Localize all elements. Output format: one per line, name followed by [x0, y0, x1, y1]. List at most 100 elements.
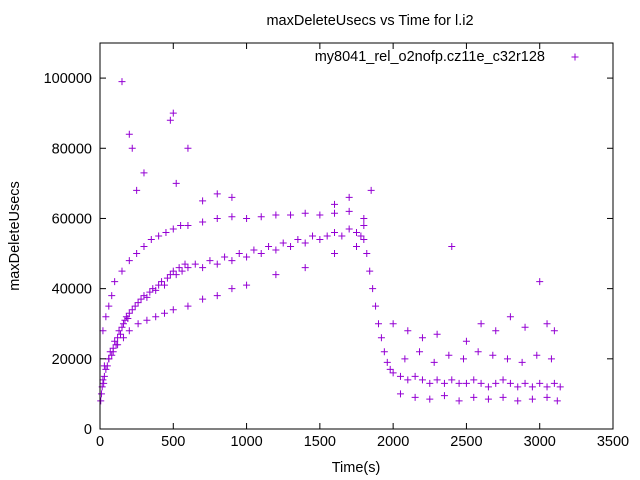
data-point: [108, 292, 116, 300]
data-point: [536, 379, 544, 387]
y-tick-label: 20000: [52, 352, 92, 368]
data-point: [372, 302, 380, 310]
legend-marker-symbol: [571, 53, 579, 61]
x-axis: 0 500 1000 1500 2000 2500 3000 3500: [96, 43, 629, 450]
data-point: [433, 376, 441, 384]
data-point: [550, 379, 558, 387]
data-point: [125, 257, 133, 265]
data-point: [455, 397, 463, 405]
data-point: [430, 358, 438, 366]
data-point: [128, 144, 136, 152]
data-point: [109, 348, 117, 356]
data-point: [155, 232, 163, 240]
data-point: [143, 316, 151, 324]
data-point: [97, 390, 105, 398]
data-point: [131, 302, 139, 310]
data-point: [499, 393, 507, 401]
data-point: [489, 351, 497, 359]
data-point: [547, 355, 555, 363]
data-point: [115, 327, 123, 335]
data-point: [169, 267, 177, 275]
data-point: [477, 379, 485, 387]
data-point: [448, 243, 456, 251]
data-point: [250, 246, 258, 254]
data-point: [287, 243, 295, 251]
data-point: [272, 271, 280, 279]
data-point: [111, 337, 119, 345]
data-point: [184, 264, 192, 272]
data-point: [102, 365, 110, 373]
data-point: [160, 281, 168, 289]
data-point: [118, 267, 126, 275]
data-point: [134, 320, 142, 328]
data-point: [158, 278, 166, 286]
data-point: [528, 395, 536, 403]
data-point: [152, 313, 160, 321]
data-point: [169, 306, 177, 314]
data-point: [386, 365, 394, 373]
data-point: [331, 200, 339, 208]
data-point: [155, 281, 163, 289]
data-point: [243, 214, 251, 222]
data-point: [462, 337, 470, 345]
data-point: [100, 379, 108, 387]
data-point: [213, 292, 221, 300]
data-point: [111, 278, 119, 286]
data-point: [536, 278, 544, 286]
data-point: [543, 393, 551, 401]
data-point: [119, 334, 127, 342]
data-point: [181, 260, 189, 268]
data-point: [309, 232, 317, 240]
data-point: [199, 218, 207, 226]
y-tick-label: 80000: [52, 141, 92, 157]
data-point: [518, 358, 526, 366]
data-point: [100, 362, 108, 370]
data-point: [213, 260, 221, 268]
data-point: [484, 395, 492, 403]
data-point: [440, 392, 448, 400]
data-point: [445, 351, 453, 359]
data-point: [118, 323, 126, 331]
x-tick-label: 3500: [597, 434, 629, 450]
data-point: [416, 348, 424, 356]
data-point: [345, 193, 353, 201]
data-point: [105, 355, 113, 363]
data-point: [213, 190, 221, 198]
data-point: [331, 228, 339, 236]
data-point: [105, 302, 113, 310]
data-point: [506, 313, 514, 321]
data-point: [125, 130, 133, 138]
data-point: [345, 225, 353, 233]
y-axis: 0 20000 40000 60000 80000 100000: [44, 71, 613, 438]
data-point: [514, 383, 522, 391]
data-point: [418, 334, 426, 342]
legend: my8041_rel_o2nofp.cz11e_c32r128: [315, 49, 579, 65]
chart-title: maxDeleteUsecs vs Time for l.i2: [266, 13, 473, 29]
data-point: [331, 250, 339, 258]
data-point: [140, 292, 148, 300]
data-point: [377, 334, 385, 342]
data-point: [462, 379, 470, 387]
data-point: [149, 285, 157, 293]
data-point: [199, 197, 207, 205]
data-point: [199, 264, 207, 272]
data-point: [360, 214, 368, 222]
data-point: [117, 330, 125, 338]
data-point: [163, 274, 171, 282]
data-point: [492, 379, 500, 387]
data-point: [125, 309, 133, 317]
data-point: [169, 109, 177, 117]
data-point: [235, 250, 243, 258]
data-point: [133, 250, 141, 258]
data-point: [440, 379, 448, 387]
x-tick-label: 1000: [230, 434, 262, 450]
data-point: [114, 341, 122, 349]
data-point: [543, 320, 551, 328]
data-point: [118, 78, 126, 86]
data-point: [492, 327, 500, 335]
data-point: [301, 239, 309, 247]
data-point: [521, 379, 529, 387]
data-point: [287, 211, 295, 219]
data-point: [383, 358, 391, 366]
data-point: [459, 355, 467, 363]
